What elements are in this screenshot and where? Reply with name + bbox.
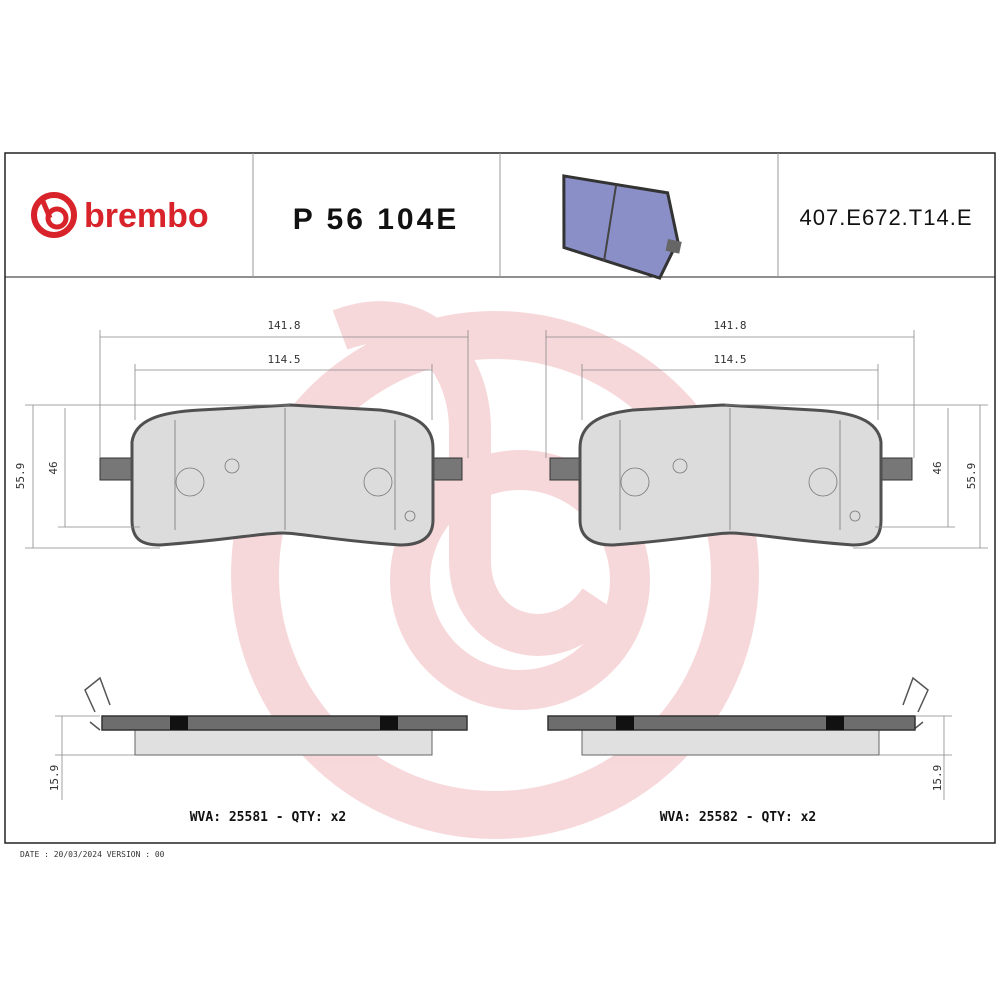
right-pad-side-view-part xyxy=(616,716,634,730)
right-pad-view-part xyxy=(578,403,883,547)
right-pad-view-part xyxy=(881,457,913,481)
left-pad-view-part xyxy=(130,403,435,547)
left-pad-side-view-part xyxy=(134,729,433,756)
dimension-label: 15.9 xyxy=(931,765,944,792)
watermark xyxy=(231,301,759,839)
watermark-part xyxy=(390,450,650,710)
product-thumbnail-part xyxy=(665,238,682,254)
right-pad-view-part xyxy=(672,458,688,474)
left-pad-view-part xyxy=(99,457,133,481)
left-pad-side-view-part xyxy=(380,716,398,730)
right-pad-view-part xyxy=(849,510,861,522)
date-version: DATE : 20/03/2024 VERSION : 00 xyxy=(20,850,165,859)
brand-logo-part xyxy=(39,198,53,219)
dimension-label: 141.8 xyxy=(267,319,300,332)
right-pad-view-part xyxy=(808,467,838,497)
pad-label: WVA: 25581 - QTY: x2 xyxy=(190,810,347,825)
right-pad-side-view xyxy=(547,676,952,800)
brand-logo xyxy=(31,192,77,238)
frame xyxy=(4,152,996,844)
brand-logo-part xyxy=(31,192,77,238)
product-thumbnail xyxy=(562,174,682,280)
right-pad-side-view-part xyxy=(826,716,844,730)
pad-label: WVA: 25582 - QTY: x2 xyxy=(660,810,817,825)
reference-code: 407.E672.T14.E xyxy=(799,205,972,230)
left-pad-side-view-part xyxy=(170,716,188,730)
left-pad-view xyxy=(25,330,469,549)
left-pad-view-part xyxy=(431,457,463,481)
dimension-label: 55.9 xyxy=(965,463,978,490)
watermark-part xyxy=(231,311,759,839)
brand-logo-part xyxy=(45,206,69,230)
dimension-label: 46 xyxy=(931,461,944,474)
part-number: P 56 104E xyxy=(293,203,460,236)
left-pad-view-part xyxy=(175,467,205,497)
product-thumbnail-part xyxy=(603,184,618,262)
brand-name: brembo xyxy=(84,197,209,235)
right-pad-side-view-part xyxy=(547,715,916,731)
product-thumbnail-part xyxy=(562,174,680,280)
left-pad-side-view-part xyxy=(84,676,111,731)
dimension-label: 15.9 xyxy=(48,765,61,792)
dimension-label: 114.5 xyxy=(267,353,300,366)
dimension-label: 46 xyxy=(47,461,60,474)
left-pad-view-part xyxy=(224,458,240,474)
dimension-label: 141.8 xyxy=(713,319,746,332)
left-pad-side-view xyxy=(55,676,468,800)
left-pad-view-part xyxy=(404,510,416,522)
right-pad-view xyxy=(545,330,988,549)
left-pad-side-view-part xyxy=(101,715,468,731)
left-pad-view-part xyxy=(363,467,393,497)
right-pad-view-part xyxy=(549,457,583,481)
right-pad-view-part xyxy=(620,467,650,497)
dimension-label: 55.9 xyxy=(14,463,27,490)
right-pad-side-view-part xyxy=(581,729,880,756)
dimension-label: 114.5 xyxy=(713,353,746,366)
